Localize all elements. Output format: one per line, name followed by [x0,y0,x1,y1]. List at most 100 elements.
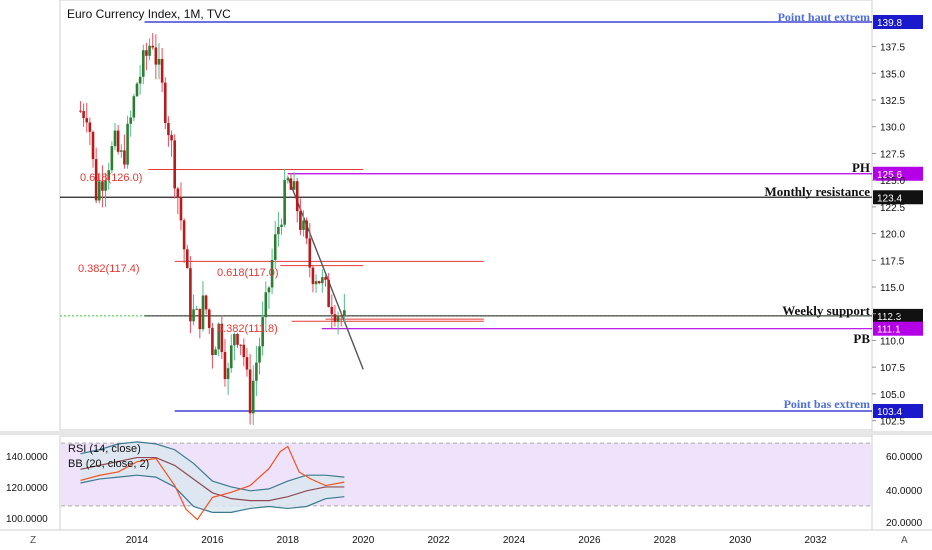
candle-body [148,45,151,56]
candle-body [289,178,293,190]
rsi-left-tick-2: 100.0000 [6,514,48,525]
candle-body [204,295,208,310]
candle-body [176,188,180,198]
candle-body [79,110,82,112]
candle-body [145,50,148,56]
candle-body [217,323,220,350]
price-badge-text-1: 125.6 [877,170,902,181]
rsi-line [80,445,345,521]
candle-body [233,333,236,346]
candle-body [107,170,111,181]
candle-body [123,150,126,165]
candle-body [248,369,252,414]
price-badge-4 [873,321,923,336]
time-tick-label: 2030 [729,535,752,546]
candle-body [295,181,299,212]
candle-body [116,130,120,152]
candle-body [277,226,280,235]
price-badge-text-5: 103.4 [877,407,902,418]
candle-body [154,47,158,65]
candle-body [98,181,101,201]
candle-body [343,310,346,316]
price-tick-label: 127.5 [880,149,905,160]
price-badge-text-3: 112.3 [877,312,902,323]
candle-body [189,268,192,322]
candle-body [223,351,227,380]
candle-body [129,117,133,124]
candle-body [185,249,189,269]
candle-body [302,220,305,230]
point-bas-label: Point bas extrem [784,397,870,411]
candle-body [264,292,268,318]
candle-body [170,135,173,141]
candle-body [126,123,129,165]
candle-body [270,259,274,288]
candle-body [239,344,242,346]
candle-body [242,344,246,358]
candle-body [273,234,277,260]
chart-title: Euro Currency Index, 1M, TVC [67,7,231,21]
price-tick-label: 135.0 [880,69,905,80]
time-tick-label: 2026 [578,535,601,546]
candle-body [267,287,271,293]
candle-body [195,308,198,310]
candle-body [330,306,334,315]
zoom-reset-button[interactable]: Z [30,535,36,546]
candle-body [236,333,239,345]
candle-body [163,82,167,123]
candle-body [182,220,186,250]
time-tick-label: 2024 [503,535,526,546]
fib-label-2: 0.382(117.4) [78,263,140,275]
candle-body [104,180,107,191]
candle-body [119,150,123,152]
price-axis[interactable] [872,0,932,430]
candle-body [211,327,214,356]
price-badge-0 [873,15,923,29]
candle-body [132,96,136,118]
candle-body [141,50,145,77]
candle-body [226,368,230,380]
candle-body [85,118,89,123]
candle-body [245,357,249,370]
candle-body [229,345,233,369]
point-haut-label: Point haut extrem [778,10,870,24]
main-pane [59,0,873,431]
bb-basis [80,456,345,502]
weekly-support-label: Weekly support [782,303,870,318]
candle-body [138,76,142,84]
candle-body [88,122,92,132]
fib-label-1: 0.618(126.0) [80,172,142,184]
candle-body [299,211,302,230]
price-tick-label: 115.0 [880,283,905,294]
candle-body [308,238,312,268]
price-tick-label: 112.5 [880,310,905,321]
auto-scale-button[interactable]: A [901,535,908,546]
candle-body [261,317,264,347]
bb-legend: BB (20, close, 2) [68,458,149,470]
price-badge-5 [873,404,923,418]
rsi-legend: RSI (14, close) [68,443,141,455]
price-tick-label: 102.5 [880,417,905,428]
candle-body [113,130,117,147]
candle-body [91,131,95,160]
time-tick-label: 2014 [126,535,149,546]
rsi-right-tick-1: 40.0000 [886,486,923,497]
fib-label-3: 0.618(117.0) [217,267,279,279]
candle-body [311,267,315,285]
candle-body [198,308,202,330]
time-tick-label: 2016 [201,535,224,546]
price-badge-1 [873,166,923,181]
candle-body [305,220,308,239]
candle-body [82,111,85,119]
candle-body [135,83,139,97]
time-tick-label: 2032 [804,535,827,546]
pb-label: PB [853,331,870,346]
candle-body [151,45,155,48]
bb-upper [80,441,345,492]
price-tick-label: 125.0 [880,176,905,187]
price-badge-text-0: 139.8 [877,18,902,29]
candle-body [220,323,224,352]
price-tick-label: 107.5 [880,363,905,374]
price-tick-label: 105.0 [880,390,905,401]
